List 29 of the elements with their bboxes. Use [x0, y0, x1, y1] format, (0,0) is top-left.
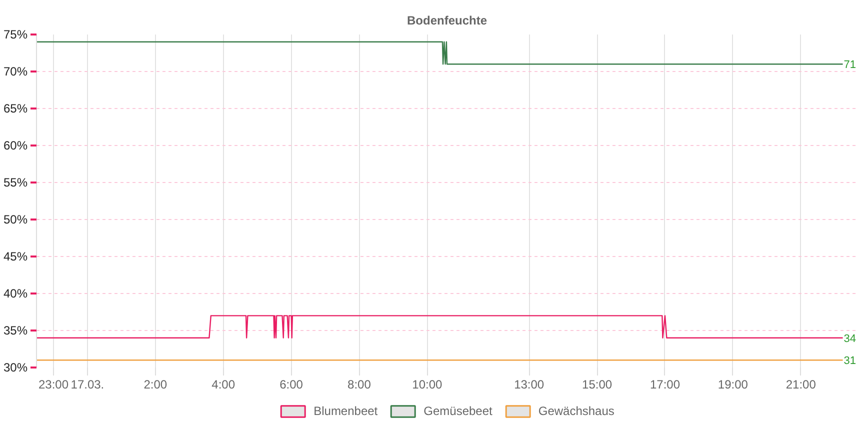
x-tick-label: 4:00 [212, 378, 236, 392]
annotation: 71 [844, 59, 856, 72]
x-tick-label: 6:00 [280, 378, 304, 392]
x-tick-label: 17:00 [650, 378, 680, 392]
y-tick-label: 55% [3, 176, 28, 190]
y-tick-label: 45% [3, 250, 28, 264]
y-tick-label: 35% [3, 324, 28, 338]
y-tick-label: 30% [3, 360, 28, 374]
legend-label: Gewächshaus [538, 404, 614, 418]
y-tick-label: 40% [3, 286, 28, 300]
annotation: 31 [844, 355, 856, 368]
x-tick-label: 19:00 [718, 378, 748, 392]
x-tick-label: 23:00 [38, 378, 69, 392]
legend-label: Gemüsebeet [424, 404, 492, 418]
y-tick-label: 65% [3, 102, 28, 116]
chart-title: Bodenfeuchte [407, 14, 488, 28]
x-tick-label: 15:00 [582, 378, 612, 392]
x-tick-label: 13:00 [514, 378, 544, 392]
y-tick-label: 70% [3, 64, 28, 78]
x-tick-label: 2:00 [144, 378, 168, 392]
legend-label: Blumenbeet [314, 404, 378, 418]
annotation: 34 [844, 332, 856, 345]
x-tick-label: 8:00 [348, 378, 372, 392]
x-tick-label: 21:00 [786, 378, 816, 392]
y-tick-label: 60% [3, 138, 28, 152]
x-tick-label: 10:00 [412, 378, 443, 392]
y-tick-label: 75% [3, 28, 28, 42]
x-tick-label: 17.03. [70, 378, 104, 392]
y-tick-label: 50% [3, 212, 28, 226]
